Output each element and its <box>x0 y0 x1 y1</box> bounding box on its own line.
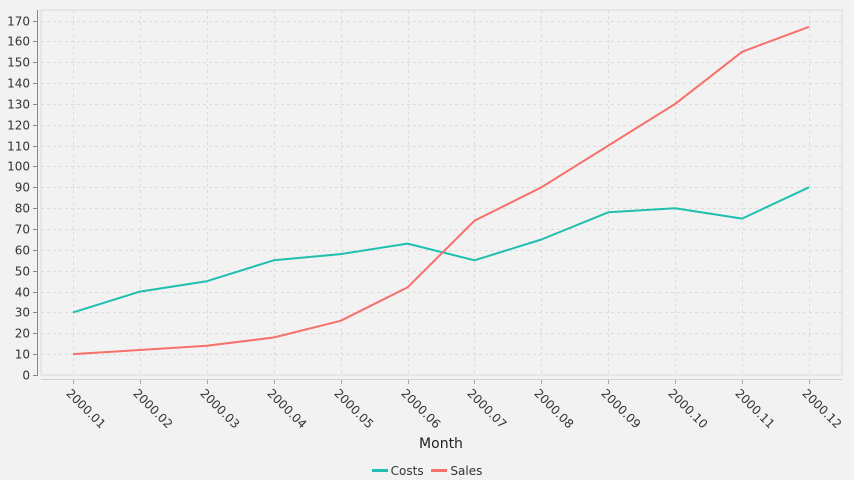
legend: Costs Sales <box>0 461 854 478</box>
series-lines <box>72 25 810 356</box>
y-tick-label: 150 <box>7 56 30 70</box>
x-axis-title: Month <box>419 436 463 452</box>
costs-swatch-icon <box>371 469 388 472</box>
x-tick-label: 2000.11 <box>732 386 777 431</box>
legend-label: Costs <box>390 463 424 478</box>
y-tick-label: 70 <box>15 223 30 237</box>
y-tick-label: 40 <box>15 286 30 300</box>
y-tick-label: 20 <box>15 327 30 341</box>
x-tick-label: 2000.06 <box>398 386 443 431</box>
sales-swatch-icon <box>431 469 448 472</box>
legend-item-costs[interactable]: Costs <box>371 463 424 478</box>
y-tick-label: 170 <box>7 15 30 29</box>
y-tick-label: 110 <box>7 140 30 154</box>
y-axis-ticks: 0 10 20 30 40 50 60 70 80 90 100 110 120 130 140 150 160… <box>7 15 37 383</box>
y-tick-label: 30 <box>15 306 30 320</box>
x-tick-label: 2000.07 <box>464 386 509 431</box>
grid-lines <box>41 10 842 375</box>
x-tick-label: 2000.08 <box>531 386 576 431</box>
x-tick-label: 2000.12 <box>799 386 844 431</box>
plot-border <box>40 9 843 376</box>
series-line-sales <box>72 25 810 356</box>
legend-label: Sales <box>450 463 483 478</box>
x-tick-label: 2000.02 <box>130 386 175 431</box>
x-axis-ticks: 2000.01 2000.02 2000.03 2000.04 2000.05 2000.… <box>63 380 844 431</box>
y-tick-label: 140 <box>7 77 30 91</box>
y-tick-label: 60 <box>15 244 30 258</box>
y-tick-label: 160 <box>7 35 30 49</box>
y-tick-label: 120 <box>7 119 30 133</box>
series-line-costs <box>72 186 810 314</box>
x-tick-label: 2000.03 <box>197 386 242 431</box>
y-tick-label: 0 <box>22 369 30 383</box>
y-tick-label: 130 <box>7 98 30 112</box>
x-tick-label: 2000.04 <box>264 386 309 431</box>
x-tick-label: 2000.01 <box>63 386 108 431</box>
y-tick-label: 50 <box>15 265 30 279</box>
y-tick-label: 100 <box>7 160 30 174</box>
y-tick-label: 10 <box>15 348 30 362</box>
x-tick-label: 2000.10 <box>665 386 710 431</box>
y-tick-label: 80 <box>15 202 30 216</box>
x-tick-label: 2000.09 <box>598 386 643 431</box>
legend-item-sales[interactable]: Sales <box>431 464 482 478</box>
x-tick-label: 2000.05 <box>331 386 376 431</box>
y-tick-label: 90 <box>15 181 30 195</box>
